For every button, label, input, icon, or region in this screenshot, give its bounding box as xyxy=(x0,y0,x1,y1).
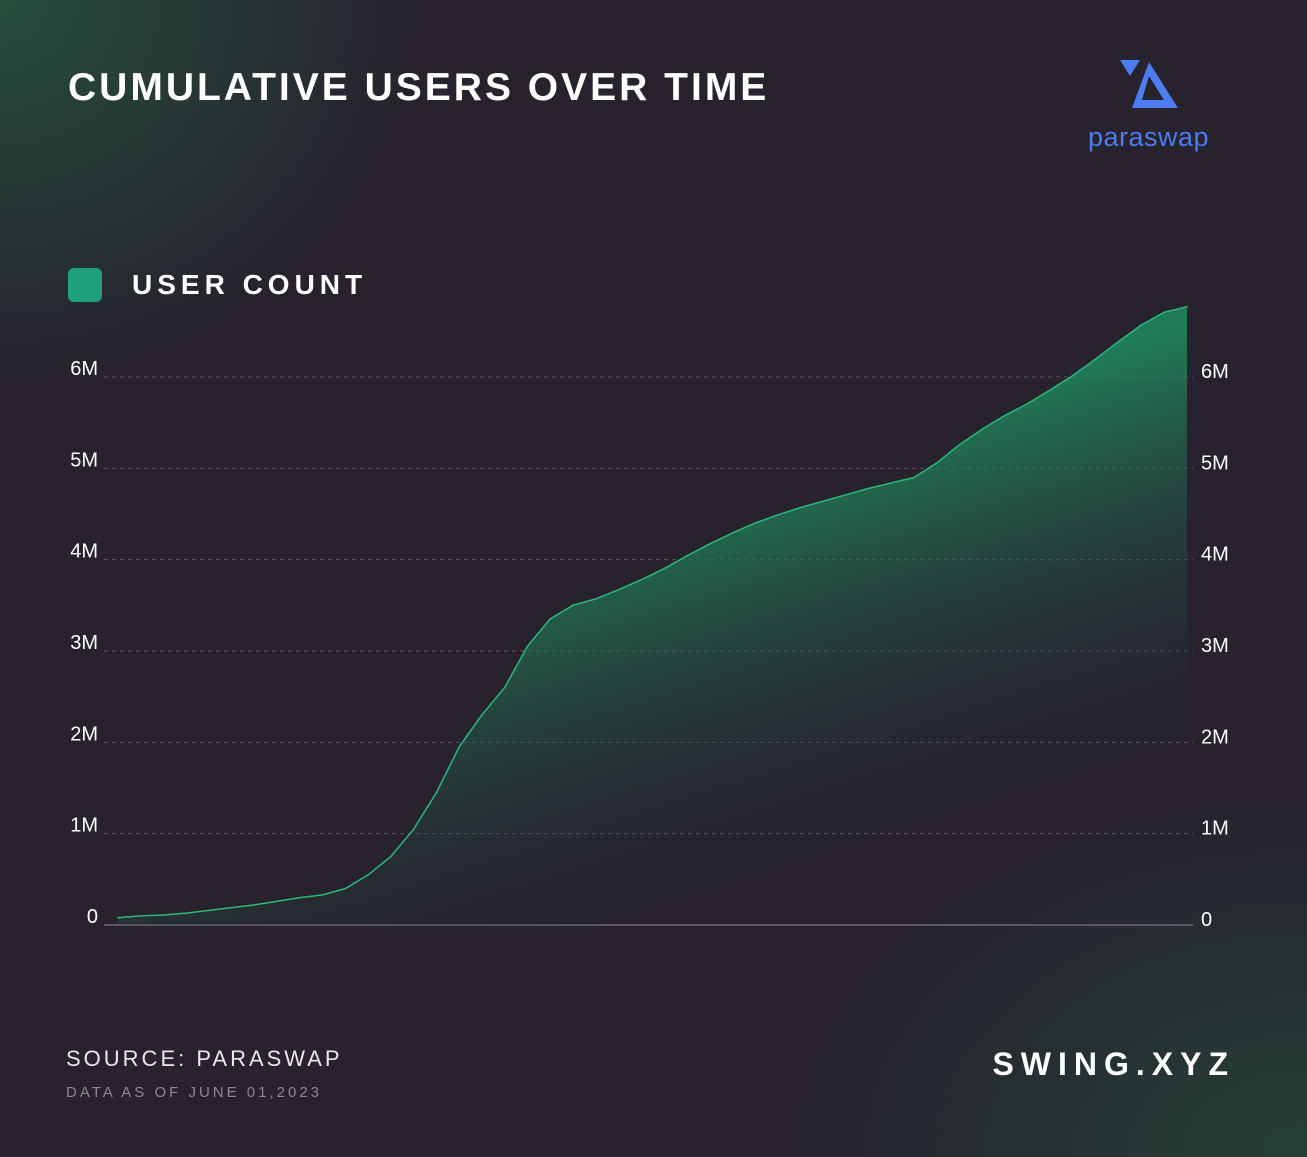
data-point xyxy=(230,906,233,909)
y-tick-label-right: 1M xyxy=(1201,818,1229,840)
data-point xyxy=(1186,305,1188,308)
legend-label: USER COUNT xyxy=(132,269,368,300)
data-point xyxy=(117,916,119,919)
y-tick-label-right: 5M xyxy=(1201,452,1229,474)
brand-label: SWING.XYZ xyxy=(992,1046,1235,1082)
data-point xyxy=(867,487,870,490)
y-tick-label-left: 6M xyxy=(70,358,98,380)
data-point xyxy=(299,896,301,899)
data-point xyxy=(754,522,756,524)
y-tick-label-left: 0 xyxy=(87,906,98,928)
data-point xyxy=(936,462,938,464)
y-tick-label-left: 2M xyxy=(70,723,98,745)
y-tick-label-right: 6M xyxy=(1201,361,1229,383)
series-line xyxy=(117,305,1188,919)
data-point xyxy=(1163,311,1166,314)
y-tick-label-left: 4M xyxy=(70,541,98,563)
source-label: SOURCE: PARASWAP xyxy=(66,1046,343,1071)
data-point xyxy=(390,855,392,858)
data-point xyxy=(1118,340,1120,343)
data-point xyxy=(253,904,256,906)
paraswap-logo: paraswap xyxy=(1080,56,1220,156)
data-point xyxy=(913,476,915,479)
data-point xyxy=(526,645,529,648)
data-point xyxy=(663,568,665,570)
y-tick-label-right: 3M xyxy=(1201,635,1229,657)
data-point xyxy=(890,482,893,484)
data-point xyxy=(276,900,279,903)
chart-legend: USER COUNT xyxy=(68,268,367,302)
y-axis-left: 0 1M 2M 3M 4M 5M 6M xyxy=(70,358,98,928)
data-point xyxy=(481,714,483,716)
data-point xyxy=(640,579,642,581)
data-point xyxy=(708,543,711,545)
data-point xyxy=(503,686,506,689)
data-point xyxy=(1049,389,1052,391)
y-tick-label-left: 3M xyxy=(70,632,98,654)
data-point xyxy=(594,598,597,600)
data-date-label: DATA AS OF JUNE 01,2023 xyxy=(66,1084,323,1101)
data-point xyxy=(958,443,961,446)
y-tick-label-left: 5M xyxy=(70,449,98,471)
y-tick-label-left: 1M xyxy=(70,815,98,837)
data-point xyxy=(617,589,620,591)
y-tick-label-right: 0 xyxy=(1201,909,1212,931)
data-point xyxy=(321,894,324,896)
data-point xyxy=(731,532,733,534)
legend-swatch xyxy=(68,268,102,302)
y-axis-right: 0 1M 2M 3M 4M 5M 6M xyxy=(1201,361,1229,931)
data-point xyxy=(1004,414,1006,417)
data-point xyxy=(458,746,461,748)
data-point xyxy=(981,428,984,430)
data-point xyxy=(435,791,438,794)
data-point xyxy=(799,506,802,509)
data-point xyxy=(412,828,415,830)
data-point xyxy=(549,618,551,620)
data-point xyxy=(1095,357,1097,360)
area-fill xyxy=(118,306,1187,925)
y-tick-label-right: 2M xyxy=(1201,726,1229,748)
data-point xyxy=(1072,374,1075,377)
data-point xyxy=(139,915,142,917)
paraswap-logo-icon xyxy=(1120,60,1178,108)
data-point xyxy=(185,912,187,914)
data-point xyxy=(776,514,779,516)
data-point xyxy=(572,604,574,607)
data-point xyxy=(685,555,688,557)
data-point xyxy=(1027,402,1029,405)
area-series xyxy=(117,305,1188,925)
data-point xyxy=(845,494,847,496)
y-tick-label-right: 4M xyxy=(1201,544,1229,566)
data-point xyxy=(367,874,370,876)
paraswap-logo-text: paraswap xyxy=(1088,122,1210,152)
data-point xyxy=(162,914,165,916)
chart-title: CUMULATIVE USERS OVER TIME xyxy=(68,66,770,109)
data-point xyxy=(1140,324,1143,326)
data-point xyxy=(344,887,347,890)
data-point xyxy=(822,500,824,503)
data-point xyxy=(208,909,210,912)
